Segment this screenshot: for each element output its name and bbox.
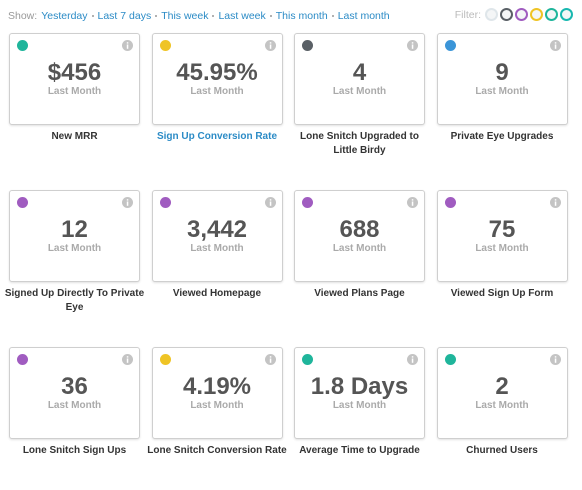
period-link[interactable]: Last week <box>218 10 266 22</box>
metric-value: 12 <box>61 216 88 243</box>
metric-value: 1.8 Days <box>310 373 409 400</box>
color-dot <box>302 354 313 365</box>
color-dot <box>17 40 28 51</box>
metric-value: 36 <box>61 373 88 400</box>
metric-card[interactable]: 688 Last Month <box>294 190 425 282</box>
metric-card[interactable]: $456 Last Month <box>9 33 140 125</box>
metric-card[interactable]: 12 Last Month <box>9 190 140 282</box>
info-icon[interactable] <box>264 40 276 51</box>
period-link[interactable]: Last 7 days <box>97 10 152 22</box>
separator <box>91 15 94 17</box>
metric-period: Last Month <box>190 86 244 97</box>
metric-value: 2 <box>495 373 509 400</box>
metric-card[interactable]: 36 Last Month <box>9 347 140 439</box>
filter-bar: Filter: <box>455 8 573 21</box>
metric-period: Last Month <box>332 400 387 411</box>
color-dot <box>159 40 171 51</box>
info-icon[interactable] <box>264 354 276 365</box>
metric-period: Last Month <box>332 86 387 97</box>
color-dot <box>302 40 313 51</box>
color-dot <box>159 354 171 365</box>
metric-title: Lone Snitch Sign Ups <box>22 445 127 456</box>
metric-value: 3,442 <box>186 216 248 243</box>
info-icon[interactable] <box>407 40 418 51</box>
info-icon[interactable] <box>549 354 561 365</box>
info-icon[interactable] <box>549 197 561 208</box>
metric-title: Private Eye Upgrades <box>450 131 554 142</box>
metric-card[interactable]: 45.95% Last Month <box>151 33 283 125</box>
filter-label: Filter: <box>454 8 481 21</box>
info-icon[interactable] <box>407 197 418 208</box>
color-dot <box>444 40 456 51</box>
metric-title: Lone Snitch Conversion Rate <box>147 445 287 456</box>
period-link[interactable]: Yesterday <box>41 10 88 22</box>
metric-title: Viewed Sign Up Form <box>450 288 554 299</box>
metric-period: Last Month <box>332 243 387 254</box>
metric-value: 4.19% <box>182 373 252 400</box>
metric-title: Signed Up Directly To Private Eye <box>4 288 145 313</box>
info-icon[interactable] <box>122 354 133 365</box>
metric-card[interactable]: 4.19% Last Month <box>151 347 283 439</box>
separator <box>269 15 272 17</box>
metric-period: Last Month <box>47 243 102 254</box>
info-icon[interactable] <box>407 354 418 365</box>
metric-value: $456 <box>47 59 102 86</box>
metric-card[interactable]: 2 Last Month <box>436 347 568 439</box>
info-icon[interactable] <box>122 197 133 208</box>
info-icon[interactable] <box>549 40 561 51</box>
metric-period: Last Month <box>475 400 529 411</box>
color-dot <box>444 354 456 365</box>
metric-title: Lone Snitch Upgraded to Little Birdy <box>300 131 419 156</box>
color-dot <box>17 354 28 365</box>
metric-card[interactable]: 4 Last Month <box>294 33 425 125</box>
metric-title: Sign Up Conversion Rate <box>156 131 277 142</box>
color-dot <box>302 197 313 208</box>
metric-card[interactable]: 3,442 Last Month <box>151 190 283 282</box>
metric-period: Last Month <box>47 400 102 411</box>
metric-title: Viewed Homepage <box>172 288 262 299</box>
metric-value: 45.95% <box>176 59 258 86</box>
metric-value: 75 <box>488 216 516 243</box>
filter-toggle[interactable] <box>545 8 558 21</box>
metric-card[interactable]: 75 Last Month <box>436 190 568 282</box>
separator <box>212 15 215 17</box>
metric-title: New MRR <box>51 131 98 142</box>
show-bar: Show: Yesterday Last 7 days This week Last w… <box>8 10 390 22</box>
metric-value: 9 <box>495 59 509 86</box>
filter-toggle[interactable] <box>500 8 513 21</box>
separator <box>155 15 158 17</box>
filter-toggle[interactable] <box>515 8 528 21</box>
filter-toggle[interactable] <box>560 8 573 21</box>
color-dot <box>159 197 171 208</box>
metric-card[interactable]: 9 Last Month <box>436 33 568 125</box>
metric-period: Last Month <box>190 243 244 254</box>
metric-title: Average Time to Upgrade <box>299 445 420 456</box>
show-label: Show: <box>8 10 38 22</box>
period-link[interactable]: This week <box>161 10 209 22</box>
period-link[interactable]: This month <box>275 10 328 22</box>
metric-card[interactable]: 1.8 Days Last Month <box>294 347 425 439</box>
metric-period: Last Month <box>47 86 102 97</box>
metric-period: Last Month <box>190 400 244 411</box>
filter-toggle[interactable] <box>485 8 498 21</box>
metric-value: 688 <box>339 216 380 243</box>
separator <box>331 15 334 17</box>
metric-title: Churned Users <box>466 445 538 456</box>
color-dot <box>17 197 28 208</box>
metric-value: 4 <box>352 59 367 86</box>
info-icon[interactable] <box>122 40 133 51</box>
info-icon[interactable] <box>264 197 276 208</box>
metric-period: Last Month <box>475 243 529 254</box>
metric-title: Viewed Plans Page <box>314 288 405 299</box>
period-link[interactable]: Last month <box>337 10 390 22</box>
filter-toggle[interactable] <box>530 8 543 21</box>
color-dot <box>444 197 456 208</box>
metric-period: Last Month <box>475 86 529 97</box>
